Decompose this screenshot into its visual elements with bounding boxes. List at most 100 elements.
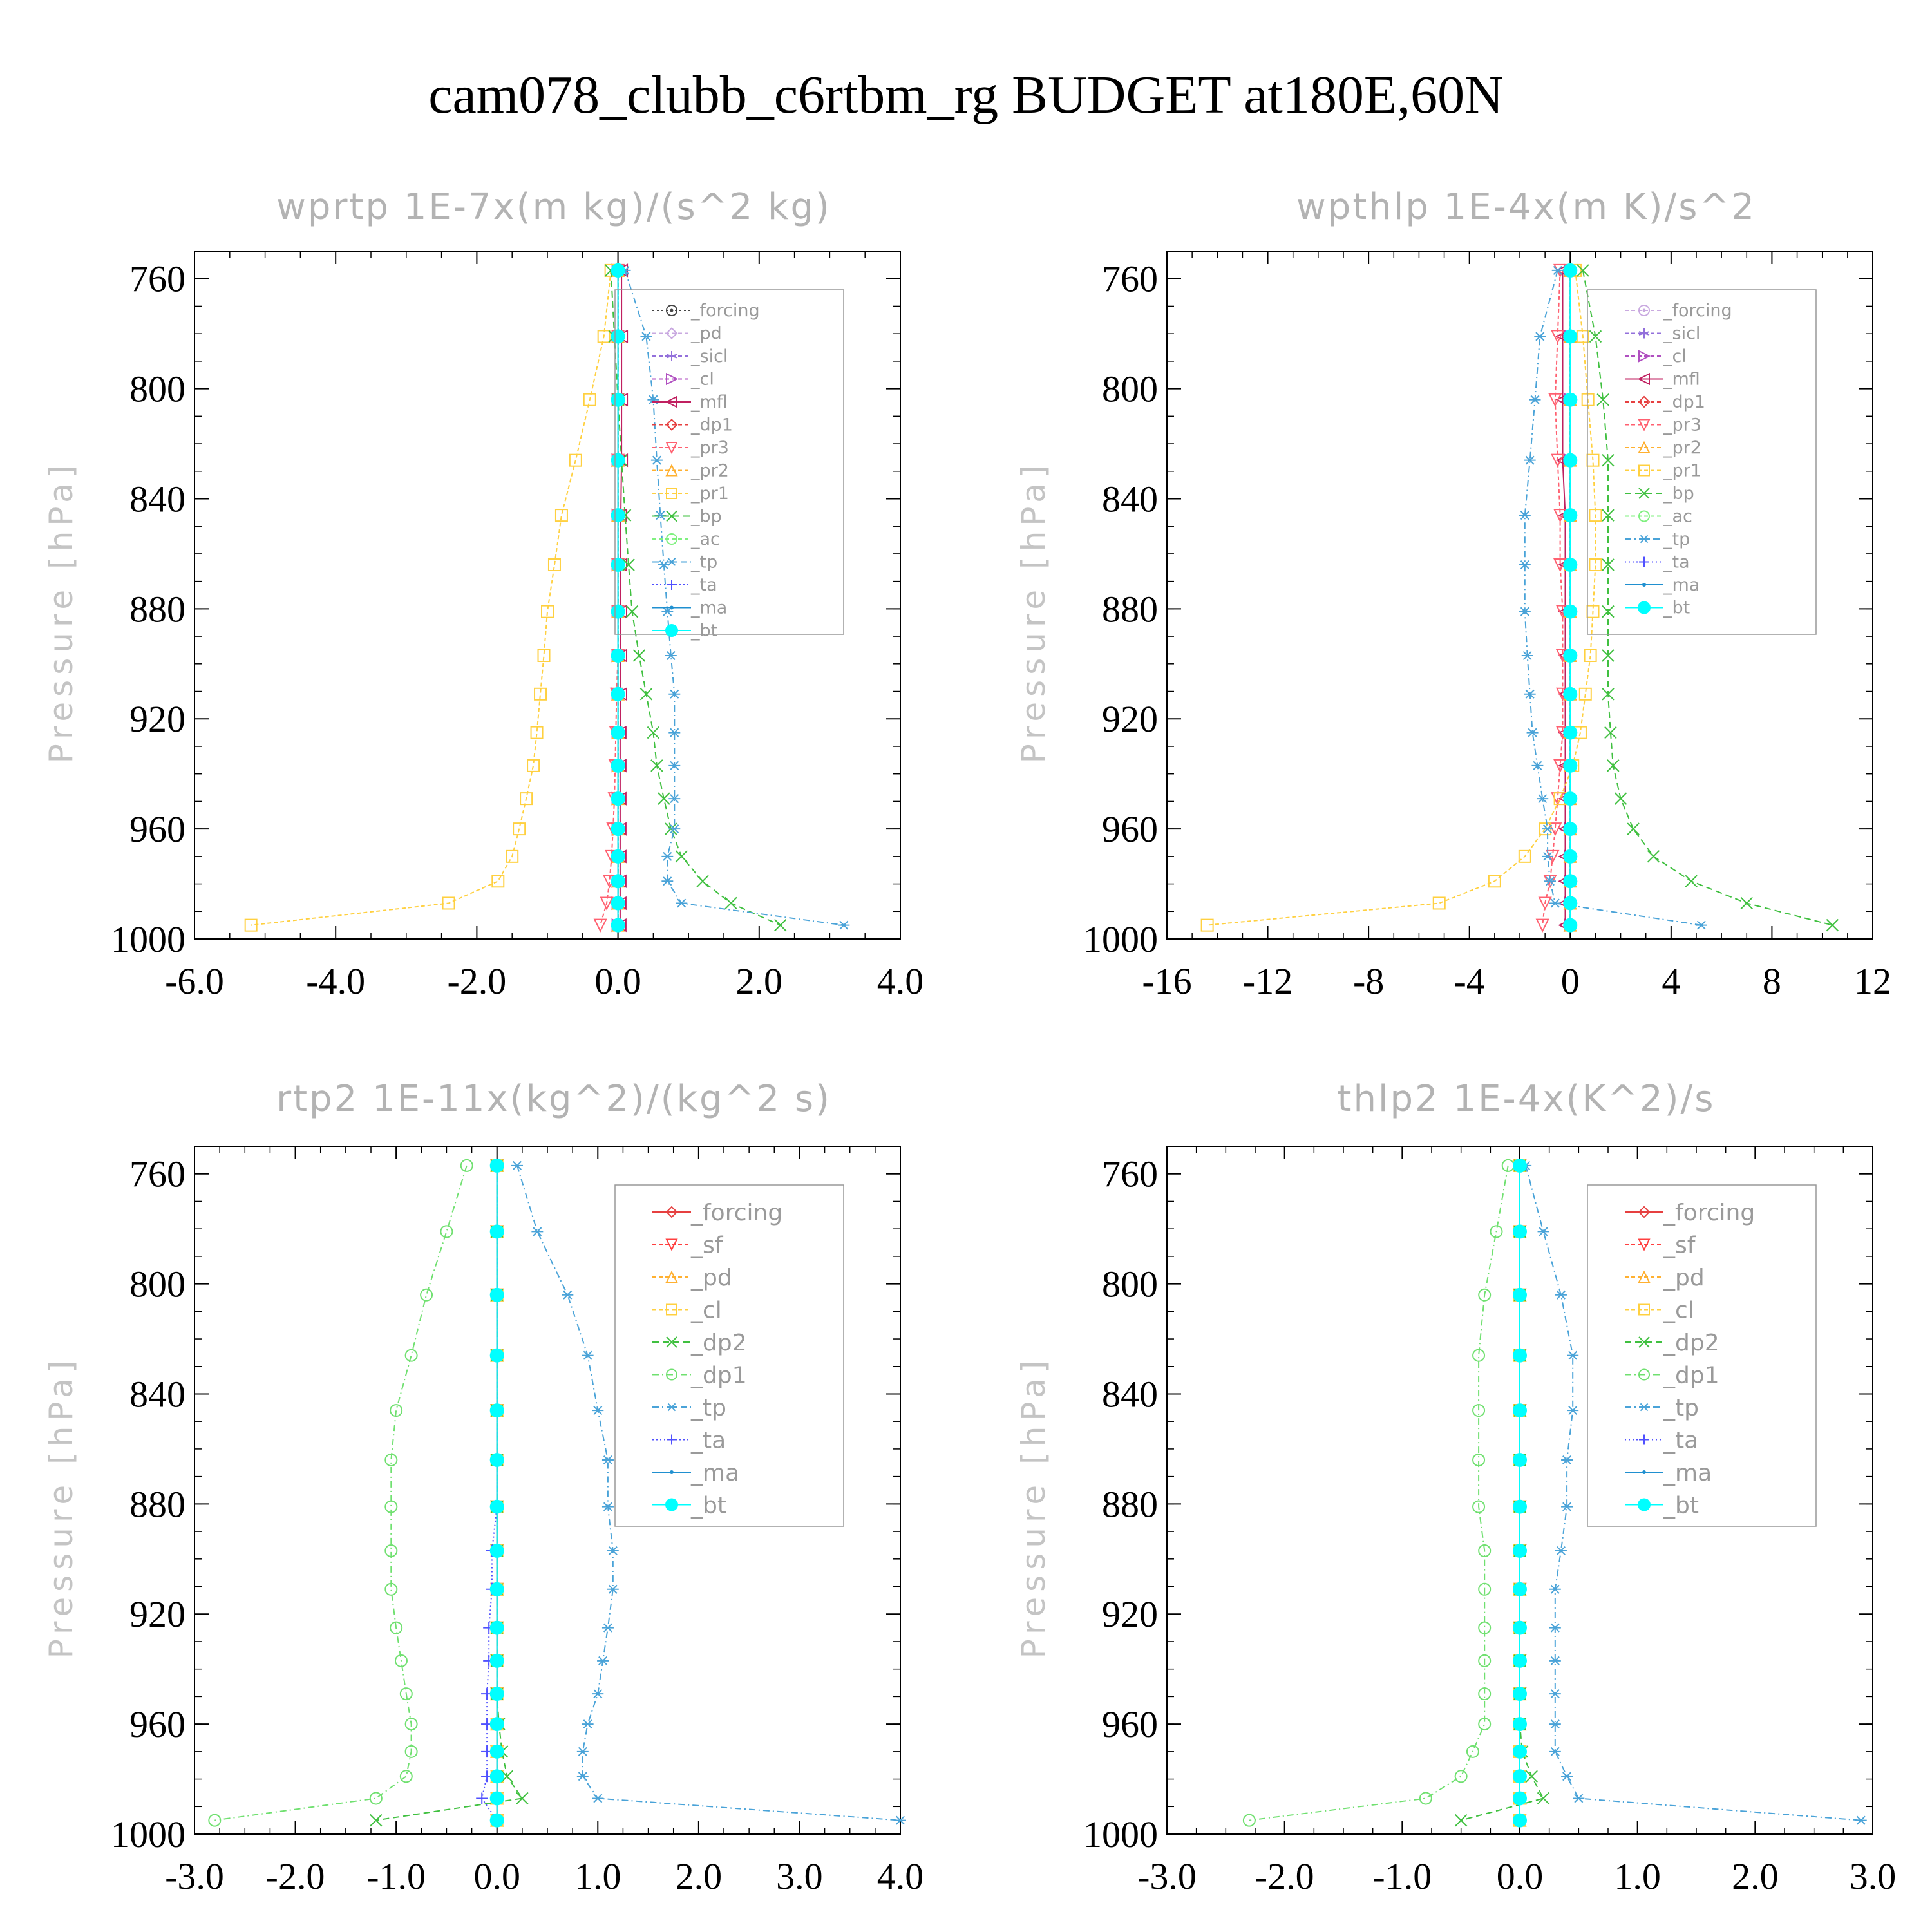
legend-item: _bt [652,1493,726,1519]
marker-x [1602,453,1615,467]
marker-filled-circle [1513,1453,1527,1468]
marker-asterisk [1639,1403,1649,1412]
marker-filled-circle [489,1287,504,1302]
series-line [1582,270,1833,926]
marker-circle [1472,1454,1486,1467]
legend-item: _sicl [1625,324,1700,344]
legend-item: _dp1 [652,415,733,435]
marker-square [547,558,561,572]
marker-filled-circle [1513,1224,1527,1239]
legend-item: _ac [1625,507,1692,527]
marker-star [1638,328,1650,339]
legend-item: _forcing [1625,1200,1755,1226]
legend-label: _pd [690,324,722,344]
marker-asterisk [1695,920,1707,930]
marker-triangle-right [666,372,679,386]
marker-x [647,726,660,739]
marker-asterisk [1519,511,1531,520]
marker-square [442,896,455,910]
series-bt [489,1158,504,1828]
series-bt [1513,1158,1527,1828]
marker-asterisk [668,728,681,737]
legend-item: _pr3 [1625,415,1701,435]
marker-filled-circle [1563,648,1578,663]
panel-thlp2: thlp2 1E-4x(K^2)/s Pressure [hPa] -3.0 -2… [1015,1078,1896,1897]
marker-filled-circle [1513,1687,1527,1701]
marker-square [1638,1303,1650,1316]
marker-filled-circle [1513,1582,1527,1596]
legend-item: _forcing [652,1200,782,1226]
marker-asterisk [1573,1794,1585,1803]
marker-dot [670,1470,674,1474]
legend-item: _pr3 [652,438,729,458]
marker-dot [1642,583,1646,587]
marker-circle [369,1792,383,1805]
marker-filled-circle [1563,822,1578,837]
marker-circle [399,1770,413,1783]
plot-area: -3.0 -2.0 -1.0 0.0 1.0 2.0 3.0 4.0 760 800 840 880 9… [111,1146,923,1897]
series-dp2 [1454,1159,1550,1827]
marker-filled-circle [1563,558,1578,573]
marker-filled-circle [1513,1653,1527,1668]
marker-filled-circle [611,918,625,933]
x-tick-label: 3.0 [1850,1855,1897,1897]
legend-label: _tp [690,1395,726,1421]
marker-x [666,510,677,522]
legend-item: _pr1 [652,484,729,504]
marker-filled-circle [489,1769,504,1784]
series-bp [1577,264,1839,932]
legend-item: _cl [1625,346,1687,366]
marker-x [1602,605,1615,618]
marker-asterisk [1561,1772,1573,1781]
marker-filled-circle [489,1224,504,1239]
marker-circle [394,1654,408,1667]
marker-filled-circle [489,1744,504,1759]
x-tick-label: 0.0 [594,960,641,1002]
legend-label: _dp1 [1663,392,1705,412]
legend-label: _pr3 [690,438,729,458]
y-tick-label: 920 [129,698,185,740]
marker-x [724,896,737,910]
marker-filled-circle [1563,508,1578,523]
marker-x [1602,649,1615,662]
plot-area: -16 -12 -8 -4 0 4 8 12 760 800 840 880 920 960 1000 _fo… [1083,251,1891,1002]
marker-filled-circle [1513,1403,1527,1418]
legend-item: _bt [1625,598,1690,618]
marker-x [1826,918,1839,932]
marker-triangle-down [1535,918,1549,933]
x-tick-label: -16 [1142,960,1191,1002]
legend-label: _ac [690,529,720,549]
marker-asterisk [576,1772,589,1781]
series-tp [1519,265,1707,930]
series-bt [1563,263,1578,933]
marker-filled-circle [1513,1499,1527,1514]
x-tick-label: 2.0 [736,960,783,1002]
marker-asterisk [1567,1350,1579,1360]
marker-asterisk [654,511,667,520]
panel-title: wprtp 1E-7x(m kg)/(s^2 kg) [276,186,831,228]
marker-circle [384,1544,398,1557]
marker-asterisk [668,824,681,834]
legend-item: _cl [1625,1298,1694,1324]
marker-asterisk [1549,1623,1561,1633]
legend-label: _dp2 [1663,1330,1719,1356]
series-line [1461,1165,1544,1821]
marker-filled-circle [1563,263,1578,278]
series-tp [1520,1160,1867,1825]
marker-circle [208,1814,222,1827]
x-tick-label: -3.0 [1137,1855,1197,1897]
marker-asterisk [1526,728,1539,737]
marker-circle [399,1687,413,1701]
marker-triangle-right [1638,350,1651,363]
marker-x [1638,1336,1650,1348]
marker-x [1627,822,1640,835]
legend-label: _pd [690,1265,732,1291]
marker-x [500,1770,514,1783]
marker-x [1638,488,1650,499]
marker-square [537,649,551,662]
marker-x [773,918,787,932]
marker-diamond [665,419,678,431]
marker-square [491,875,505,888]
marker-filled-circle [1513,1813,1527,1828]
marker-filled-circle [489,1653,504,1668]
